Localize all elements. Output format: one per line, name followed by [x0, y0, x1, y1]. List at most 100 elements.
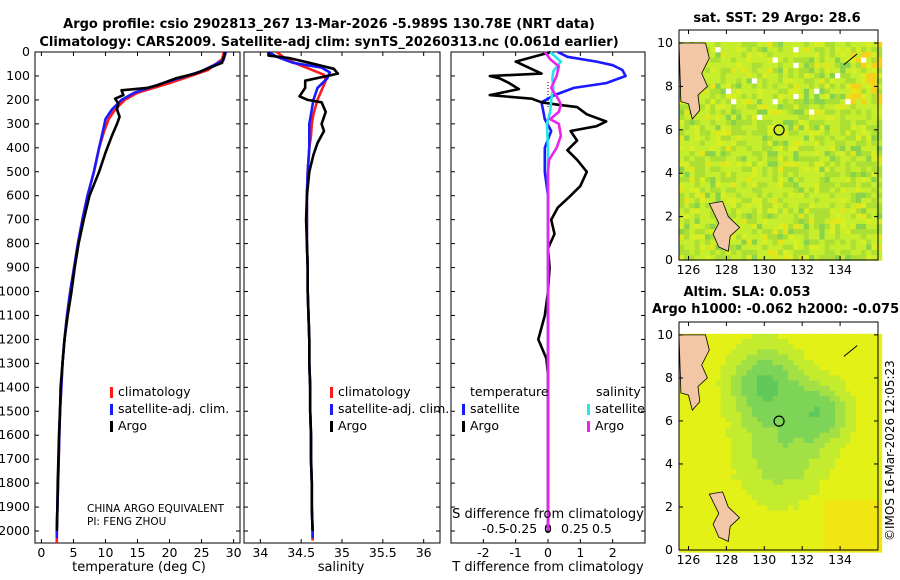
- map-cell: [725, 83, 732, 90]
- map-cell: [798, 370, 805, 376]
- map-cell: [850, 411, 857, 418]
- map-cell: [757, 88, 763, 95]
- map-cell: [762, 161, 768, 168]
- map-cell: [772, 187, 779, 194]
- map-cell: [720, 489, 727, 496]
- map-cell: [850, 130, 857, 136]
- map-cell: [767, 125, 773, 131]
- map-cell: [824, 41, 831, 48]
- map-cell: [829, 495, 836, 501]
- map-cell: [855, 244, 862, 251]
- map-cell: [705, 432, 711, 439]
- map-cell: [783, 500, 789, 506]
- map-cell: [757, 239, 763, 246]
- map-cell: [861, 380, 867, 387]
- map-cell: [720, 484, 727, 491]
- map-cell: [725, 427, 732, 433]
- map-cell: [762, 41, 768, 48]
- map-cell: [741, 223, 747, 230]
- map-cell: [835, 385, 841, 392]
- map-cell: [876, 411, 883, 418]
- map-cell: [772, 229, 779, 235]
- map-cell: [731, 365, 737, 371]
- map-cell: [855, 541, 862, 548]
- map-cell: [720, 197, 727, 204]
- map-cell: [855, 125, 862, 131]
- map-cell: [762, 171, 768, 178]
- map-cell: [715, 474, 721, 480]
- map-cell: [746, 166, 753, 173]
- map-cell: [855, 411, 862, 418]
- map-cell: [835, 171, 841, 178]
- map-cell: [762, 130, 768, 136]
- map-cell: [741, 145, 747, 152]
- map-cell: [699, 156, 706, 162]
- map-cell: [861, 521, 867, 527]
- map-cell: [850, 541, 857, 548]
- map-cell: [783, 52, 789, 58]
- map-cell: [819, 239, 825, 246]
- map-cell: [746, 88, 753, 95]
- map-cell: [679, 166, 685, 173]
- map-cell: [777, 73, 784, 79]
- map-cell: [798, 109, 805, 116]
- map-cell: [736, 443, 742, 449]
- map-cell: [746, 495, 753, 501]
- map-cell: [699, 427, 706, 433]
- map-cell: [720, 57, 727, 64]
- map-cell: [850, 156, 857, 162]
- map-cell: [731, 339, 737, 345]
- map-cell: [835, 203, 841, 209]
- map-cell: [845, 484, 851, 491]
- map-cell: [819, 99, 825, 105]
- map-cell: [679, 192, 685, 199]
- map-cell: [777, 510, 784, 517]
- map-cell: [762, 474, 768, 480]
- map-cell: [798, 182, 805, 188]
- map-cell: [835, 344, 841, 350]
- map-cell: [746, 401, 753, 407]
- map-cell: [803, 177, 810, 183]
- map-cell: [684, 109, 690, 116]
- map-cell: [710, 223, 716, 230]
- legend-label-sal-satellite: satellite: [595, 401, 645, 416]
- map-cell: [835, 432, 841, 439]
- map-cell: [777, 422, 784, 428]
- map-cell: [871, 536, 877, 543]
- map-cell: [855, 432, 862, 439]
- map-cell: [855, 515, 862, 522]
- map-cell: [751, 156, 758, 162]
- map-cell: [814, 208, 820, 214]
- map-cell: [679, 255, 685, 261]
- map-cell: [757, 99, 763, 105]
- map-cell: [814, 114, 820, 121]
- map-cell: [783, 177, 789, 183]
- map-cell: [710, 375, 716, 381]
- map-cell: [876, 521, 883, 527]
- map-cell: [710, 370, 716, 376]
- map-cell: [845, 114, 851, 121]
- map-cell: [777, 432, 784, 439]
- map-cell: [767, 177, 773, 183]
- map-cell: [835, 125, 841, 131]
- map-cell: [699, 104, 706, 110]
- map-cell: [767, 244, 773, 251]
- map-cell: [751, 187, 758, 194]
- map-cell: [725, 391, 732, 397]
- map-cell: [741, 187, 747, 194]
- map-cell: [689, 125, 695, 131]
- map-cell: [710, 526, 716, 532]
- map-cell: [835, 73, 841, 79]
- map-cell: [829, 78, 836, 84]
- map-cell: [803, 515, 810, 522]
- map-cell: [689, 411, 695, 418]
- map-cell: [767, 365, 773, 371]
- map-cell: [840, 208, 846, 214]
- map-cell: [736, 177, 742, 183]
- map-cell: [679, 391, 685, 397]
- map-cell: [798, 401, 805, 407]
- map-cell: [840, 177, 846, 183]
- map-cell: [679, 541, 685, 548]
- map-cell: [819, 489, 825, 496]
- map-cell: [751, 453, 758, 459]
